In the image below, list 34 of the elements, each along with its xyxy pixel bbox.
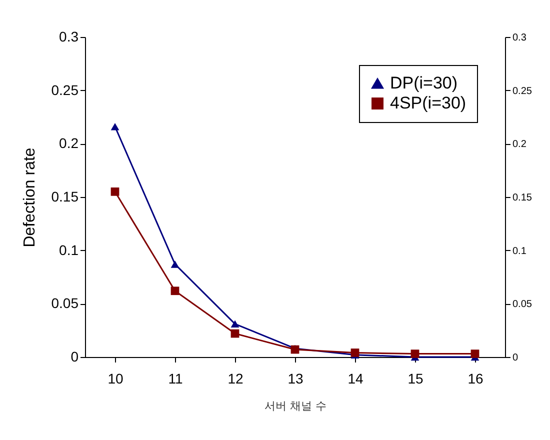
- x-axis-title: 서버 채널 수: [264, 400, 326, 412]
- x-tick-label: 16: [468, 370, 484, 386]
- point: [170, 286, 180, 296]
- legend-label: DP(i=30): [390, 74, 458, 92]
- y-tick-label: 0.05: [51, 295, 79, 312]
- point: [110, 122, 120, 130]
- point: [410, 350, 420, 358]
- y2-tick-label: 0.3: [512, 32, 527, 44]
- y-tick-label: 0.25: [51, 82, 79, 98]
- y2-tick-label: 0: [512, 352, 518, 364]
- x-tick-label: 15: [408, 370, 424, 386]
- y2-tick-label: 0.2: [512, 139, 527, 150]
- y-tick-label: 0: [70, 348, 79, 364]
- x-tick-label: 12: [228, 370, 244, 386]
- x-tick-label: 11: [168, 370, 183, 386]
- y-tick-label: 0.1: [59, 242, 79, 258]
- point: [230, 320, 240, 328]
- point: [350, 348, 360, 357]
- point: [170, 260, 180, 268]
- y2-tick-label: 0.25: [512, 86, 532, 97]
- point: [230, 329, 240, 338]
- legend-label: 4SP(i=30): [390, 94, 466, 112]
- y2-tick-label: 0.15: [512, 192, 532, 204]
- x-tick-label: 14: [348, 370, 364, 386]
- y-tick-label: 0.15: [51, 188, 79, 204]
- y-axis-title: Defection rate: [21, 148, 38, 248]
- x-tick-label: 13: [288, 370, 304, 386]
- point: [470, 350, 480, 358]
- point: [110, 187, 120, 196]
- y2-tick-label: 0.1: [512, 246, 527, 257]
- y-tick-label: 0.3: [59, 28, 79, 44]
- y-tick-label: 0.2: [59, 135, 79, 152]
- y2-tick-label: 0.05: [512, 299, 532, 310]
- x-tick-label: 10: [108, 370, 124, 386]
